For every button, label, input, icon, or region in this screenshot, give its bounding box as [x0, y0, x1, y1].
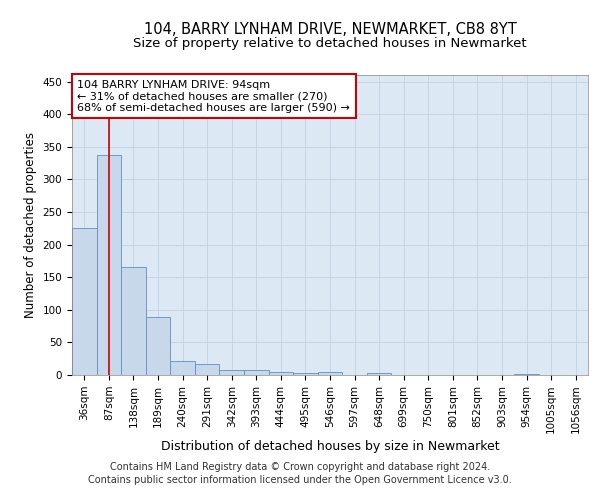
Text: 104, BARRY LYNHAM DRIVE, NEWMARKET, CB8 8YT: 104, BARRY LYNHAM DRIVE, NEWMARKET, CB8 …: [143, 22, 517, 38]
Bar: [293, 373, 318, 375]
Bar: [514, 374, 539, 375]
Bar: [170, 360, 195, 375]
Bar: [367, 373, 391, 375]
Bar: [269, 372, 293, 375]
Text: 104 BARRY LYNHAM DRIVE: 94sqm
← 31% of detached houses are smaller (270)
68% of : 104 BARRY LYNHAM DRIVE: 94sqm ← 31% of d…: [77, 80, 350, 112]
Text: Size of property relative to detached houses in Newmarket: Size of property relative to detached ho…: [133, 38, 527, 51]
Bar: [146, 317, 170, 375]
Bar: [220, 370, 244, 375]
Bar: [318, 372, 342, 375]
Text: Contains public sector information licensed under the Open Government Licence v3: Contains public sector information licen…: [88, 475, 512, 485]
Text: Contains HM Land Registry data © Crown copyright and database right 2024.: Contains HM Land Registry data © Crown c…: [110, 462, 490, 472]
Y-axis label: Number of detached properties: Number of detached properties: [24, 132, 37, 318]
Bar: [97, 154, 121, 375]
Bar: [72, 228, 97, 375]
Bar: [195, 364, 220, 375]
Bar: [244, 370, 269, 375]
Bar: [121, 268, 146, 375]
X-axis label: Distribution of detached houses by size in Newmarket: Distribution of detached houses by size …: [161, 440, 499, 454]
